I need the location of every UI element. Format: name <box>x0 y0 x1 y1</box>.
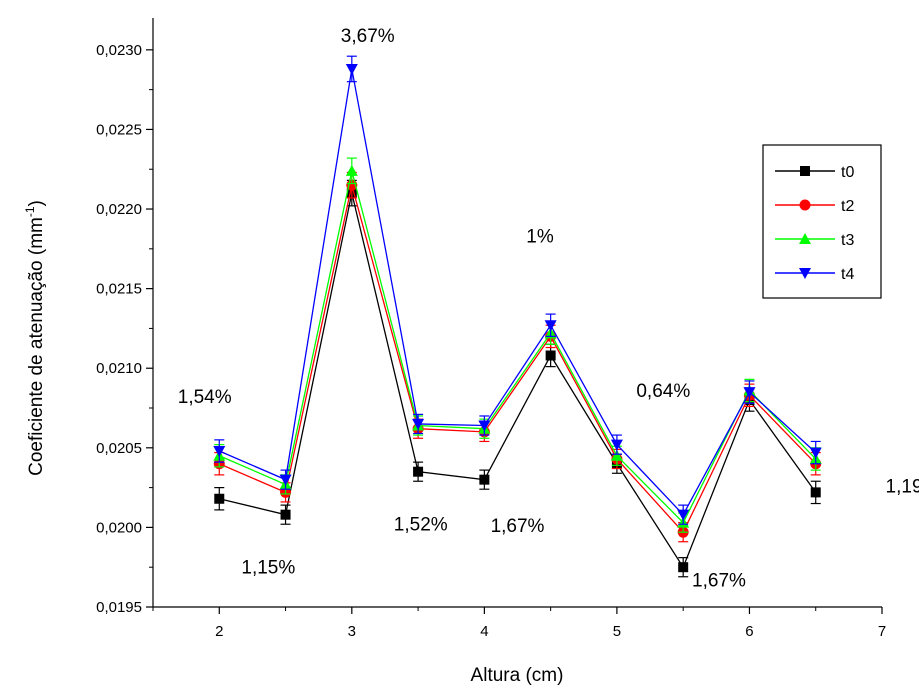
annotation-label: 0,64% <box>636 381 690 402</box>
annotation-label: 1% <box>526 226 554 247</box>
legend-box <box>762 144 882 299</box>
data-point-t4 <box>544 320 557 332</box>
data-point-t0 <box>214 493 225 504</box>
series-line-t2 <box>219 184 817 534</box>
annotation-label: 3,67% <box>341 26 395 47</box>
data-point-t4 <box>610 439 623 451</box>
series-line-t4 <box>219 68 817 516</box>
data-point-t0 <box>545 350 556 361</box>
legend-item-t0: t0 <box>775 164 854 181</box>
data-point-t4 <box>743 387 756 399</box>
y-axis-title-main: Coeficiente de atenuação (mm <box>26 217 47 476</box>
series-t4 <box>213 55 822 525</box>
annotation-label: 1,67% <box>692 570 746 591</box>
data-point-t3 <box>610 449 623 461</box>
data-point-t4 <box>677 509 690 521</box>
series-t3 <box>213 157 822 533</box>
y-tick-label: 0,0225 <box>96 121 142 138</box>
legend-label: t2 <box>841 198 854 215</box>
legend-marker <box>800 166 810 176</box>
annotation-label: 1,19% <box>886 476 919 497</box>
data-point-t3 <box>345 164 358 176</box>
legend-item-t2: t2 <box>775 198 854 215</box>
annotation-label: 1,52% <box>394 515 448 536</box>
data-point-t0 <box>280 509 291 520</box>
x-tick-label: 7 <box>878 623 886 640</box>
legend-item-t4: t4 <box>775 266 854 283</box>
annotation-label: 1,67% <box>491 516 545 537</box>
x-tick-label: 5 <box>613 623 621 640</box>
data-point-t4 <box>478 420 491 432</box>
data-point-t4 <box>279 474 292 486</box>
x-tick-label: 4 <box>480 623 488 640</box>
annotation-label: 1,54% <box>178 387 232 408</box>
y-tick-label: 0,0230 <box>96 42 142 59</box>
data-point-t4 <box>809 447 822 459</box>
legend-label: t0 <box>841 164 854 181</box>
annotations: 1,54% 1,15% 3,67% 1,52% 1,67% 1% 0,64% 1,67% 1,1… <box>178 26 919 591</box>
y-tick-label: 0,0215 <box>96 281 142 298</box>
series-layer <box>213 55 822 578</box>
y-tick-label: 0,0210 <box>96 360 142 377</box>
data-point-t0 <box>413 466 424 477</box>
legend-marker <box>799 199 811 211</box>
legend-marker <box>799 233 811 244</box>
data-point-t0 <box>810 487 821 498</box>
y-tick-label: 0,0200 <box>96 519 142 536</box>
series-line-t0 <box>219 192 817 569</box>
y-tick-label: 0,0195 <box>96 599 142 616</box>
legend: t0 t2 t3 t4 <box>762 144 882 299</box>
series-line-t3 <box>219 170 817 524</box>
x-tick-label: 2 <box>215 623 223 640</box>
x-tick-label: 6 <box>745 623 753 640</box>
legend-item-t3: t3 <box>775 232 854 249</box>
data-point-t4 <box>412 418 425 430</box>
x-axis-title: Altura (cm) <box>471 665 564 686</box>
y-tick-label: 0,0220 <box>96 201 142 218</box>
legend-label: t3 <box>841 232 854 249</box>
data-point-t4 <box>213 445 226 457</box>
y-axis-title-superscript: -1 <box>23 206 37 217</box>
legend-label: t4 <box>841 266 854 283</box>
axes: 0,0195 0,0200 0,0205 0,0210 0,0215 0,0220 0,02… <box>96 18 886 640</box>
y-axis-title-close: ) <box>26 200 47 206</box>
data-point-t0 <box>678 562 689 573</box>
y-tick-label: 0,0205 <box>96 440 142 457</box>
annotation-label: 1,15% <box>241 558 295 579</box>
data-point-t4 <box>345 63 358 75</box>
x-tick-label: 3 <box>348 623 356 640</box>
y-axis-title: Coeficiente de atenuação (mm-1) <box>23 200 47 476</box>
legend-marker <box>799 268 811 279</box>
data-point-t0 <box>479 474 490 485</box>
